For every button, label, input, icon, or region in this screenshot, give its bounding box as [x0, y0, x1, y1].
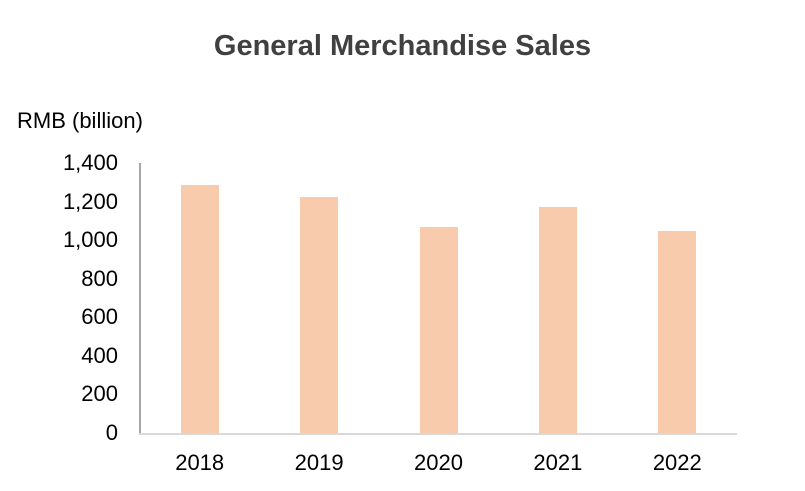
y-tick-label-800: 800 [81, 265, 118, 291]
y-axis-unit-label: RMB (billion) [17, 108, 143, 133]
y-tick-label-0: 0 [105, 420, 118, 445]
y-tick-label-400: 400 [81, 342, 118, 368]
y-tick-label-200: 200 [81, 381, 118, 407]
bar-2022 [658, 230, 697, 433]
x-tick-label-2018: 2018 [175, 450, 225, 475]
x-tick-label-2020: 2020 [414, 450, 463, 475]
y-tick-label-1400: 1,400 [62, 150, 118, 175]
bar-2019 [300, 196, 339, 433]
y-tick-label-1200: 1,200 [62, 188, 118, 214]
y-tick-label-600: 600 [81, 304, 118, 330]
y-axis-line [139, 163, 141, 435]
x-tick-label-2019: 2019 [294, 450, 344, 475]
x-tick-label-2021: 2021 [533, 450, 583, 475]
y-tick-label-1000: 1,000 [62, 227, 118, 253]
chart-title: General Merchandise Sales [213, 30, 592, 62]
bar-2020 [419, 226, 458, 433]
bar-2018 [180, 185, 219, 433]
x-axis-line [139, 433, 737, 435]
bar-2021 [538, 207, 577, 433]
x-tick-label-2022: 2022 [652, 450, 702, 475]
